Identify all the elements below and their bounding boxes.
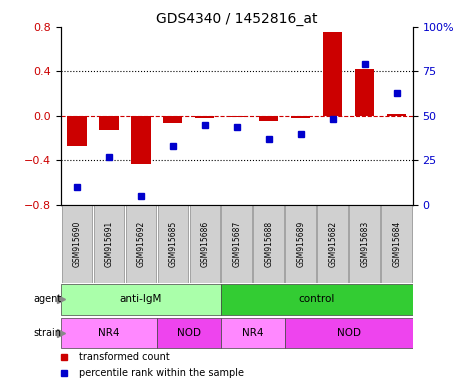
Text: GSM915689: GSM915689: [296, 221, 305, 267]
Bar: [68, 116, 87, 146]
Bar: [259, 116, 279, 121]
Text: strain: strain: [34, 328, 61, 338]
Text: anti-IgM: anti-IgM: [120, 295, 162, 305]
FancyBboxPatch shape: [221, 205, 252, 283]
Text: GSM915683: GSM915683: [360, 221, 369, 267]
FancyBboxPatch shape: [221, 318, 285, 348]
Text: agent: agent: [33, 295, 61, 305]
FancyBboxPatch shape: [285, 318, 413, 348]
FancyBboxPatch shape: [286, 205, 316, 283]
FancyBboxPatch shape: [349, 205, 380, 283]
FancyBboxPatch shape: [221, 285, 413, 314]
Bar: [163, 116, 182, 122]
FancyBboxPatch shape: [253, 205, 284, 283]
FancyBboxPatch shape: [61, 205, 92, 283]
FancyBboxPatch shape: [189, 205, 220, 283]
FancyBboxPatch shape: [94, 205, 124, 283]
Text: percentile rank within the sample: percentile rank within the sample: [78, 367, 243, 377]
Text: GSM915692: GSM915692: [136, 221, 145, 267]
Bar: [355, 69, 374, 116]
FancyBboxPatch shape: [157, 318, 221, 348]
FancyBboxPatch shape: [318, 205, 348, 283]
Text: GSM915684: GSM915684: [392, 221, 401, 267]
Bar: [291, 116, 310, 118]
Text: control: control: [299, 295, 335, 305]
Text: transformed count: transformed count: [78, 352, 169, 362]
Text: NR4: NR4: [98, 328, 120, 338]
FancyBboxPatch shape: [158, 205, 188, 283]
Bar: [99, 116, 119, 130]
Text: NOD: NOD: [177, 328, 201, 338]
Text: NOD: NOD: [337, 328, 361, 338]
Text: GSM915687: GSM915687: [232, 221, 242, 267]
Text: GSM915685: GSM915685: [168, 221, 177, 267]
FancyBboxPatch shape: [381, 205, 412, 283]
Text: NR4: NR4: [242, 328, 264, 338]
FancyBboxPatch shape: [126, 205, 156, 283]
Bar: [227, 116, 246, 117]
Text: GSM915691: GSM915691: [105, 221, 113, 267]
Text: GSM915688: GSM915688: [265, 221, 273, 267]
Bar: [387, 114, 406, 116]
FancyBboxPatch shape: [61, 318, 157, 348]
Text: GSM915686: GSM915686: [200, 221, 209, 267]
Title: GDS4340 / 1452816_at: GDS4340 / 1452816_at: [156, 12, 318, 26]
FancyBboxPatch shape: [61, 285, 221, 314]
Text: GSM915690: GSM915690: [72, 221, 82, 267]
Bar: [131, 116, 151, 164]
Bar: [323, 32, 342, 116]
Bar: [195, 116, 214, 118]
Text: GSM915682: GSM915682: [328, 221, 337, 267]
